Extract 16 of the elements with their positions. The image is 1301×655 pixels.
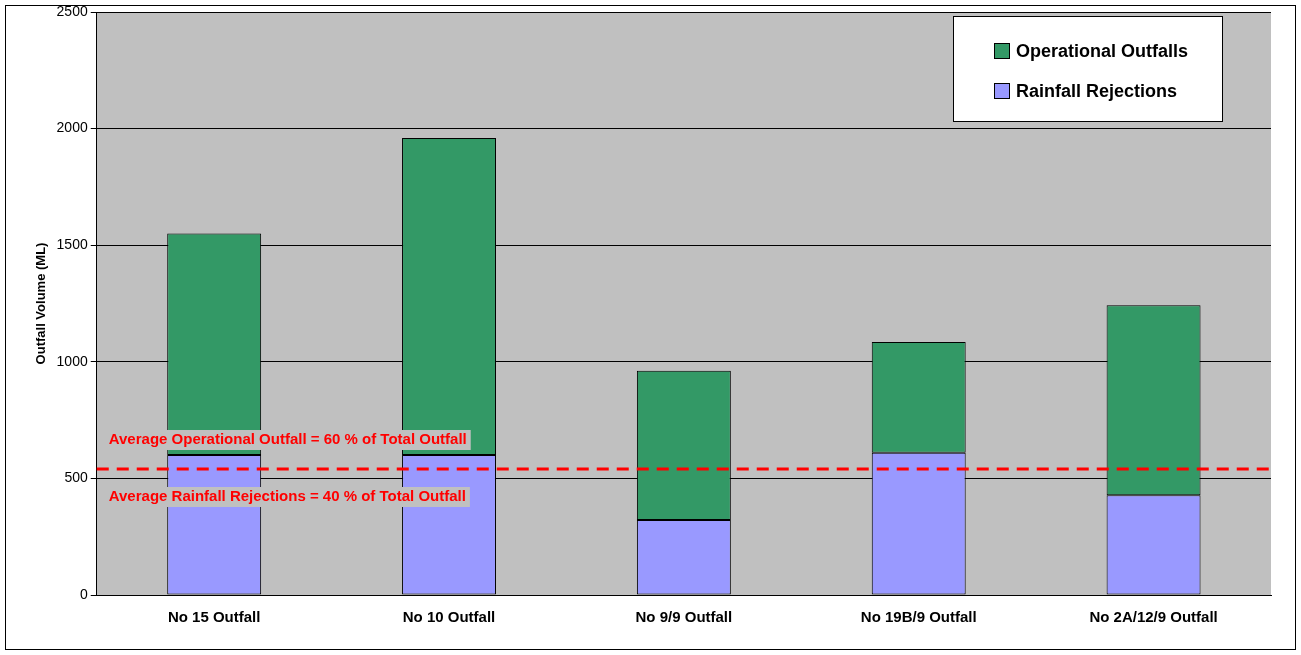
x-tick-label: No 15 Outfall	[167, 608, 261, 626]
x-tick-label: No 10 Outfall	[402, 608, 496, 626]
y-tick-label: 500	[64, 469, 88, 486]
y-tick-label: 2500	[56, 2, 88, 19]
y-tick-label: 2000	[56, 119, 88, 136]
x-tick-label: No 19B/9 Outfall	[860, 608, 977, 626]
y-tick-label: 0	[79, 585, 88, 602]
legend-label: Rainfall Rejections	[1016, 80, 1178, 102]
y-tick-label: 1000	[56, 352, 88, 369]
annotation: Average Operational Outfall = 60 % of Total Outfall	[108, 430, 467, 448]
x-tick-label: No 9/9 Outfall	[635, 608, 733, 626]
annotation: Average Rainfall Rejections = 40 % of Total Outfall	[108, 487, 466, 505]
y-tick-label: 1500	[56, 236, 88, 253]
x-tick-label: No 2A/12/9 Outfall	[1089, 608, 1218, 626]
y-axis-title: Outfall Volume (ML)	[33, 242, 49, 365]
legend-label: Operational Outfalls	[1016, 40, 1189, 62]
